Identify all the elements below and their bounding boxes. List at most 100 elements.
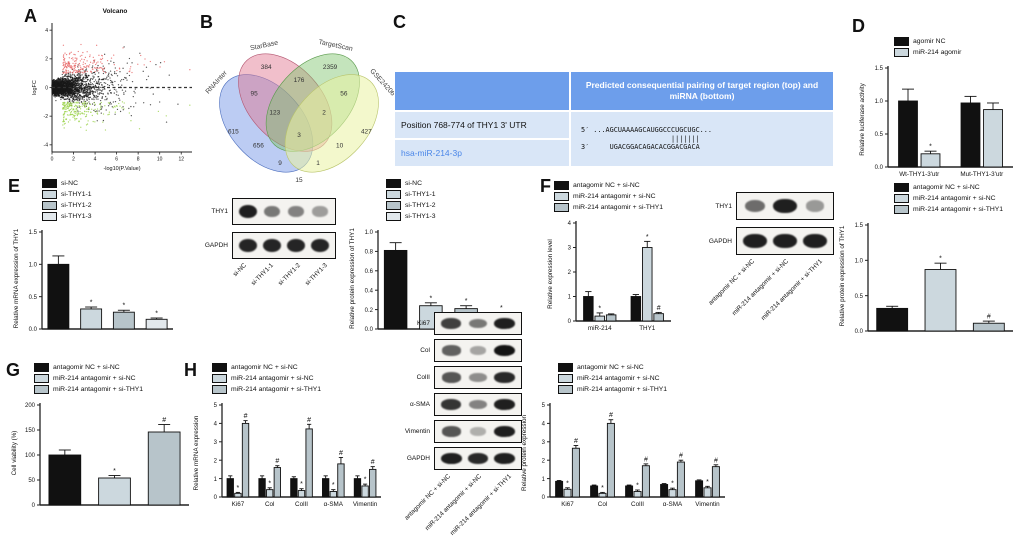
y-axis-label: Relative protein expression of THY1	[349, 228, 356, 329]
y-tick-label: 1	[568, 295, 572, 301]
blot-row-label: GAPDH	[204, 242, 228, 249]
legend-swatch	[34, 384, 49, 394]
x-tick-label: 12	[178, 157, 184, 163]
legend-item: miR-214 antagomir + si-THY1	[894, 204, 1018, 214]
y-tick-label: 200	[25, 403, 36, 409]
blot-lane-labels: si-NC si-THY1-1 si-THY1-2 si-THY1-3	[186, 259, 336, 331]
legend-swatch	[558, 362, 573, 372]
x-tick-label: 4	[94, 157, 97, 163]
legend-item: antagomir NC + si-NC	[558, 362, 730, 372]
legend-item: si-THY1-2	[386, 200, 524, 210]
y-tick-label: 0.5	[29, 295, 38, 301]
blot-strip	[434, 420, 522, 443]
scatter-points	[51, 43, 191, 131]
bar	[266, 489, 274, 498]
bar	[258, 478, 266, 498]
blot-strip	[434, 312, 522, 335]
y-tick-label: 1	[214, 477, 218, 483]
y-tick-label: 150	[25, 428, 36, 434]
blot-band	[467, 452, 489, 465]
legend-item: miR-214 antagomir + si-THY1	[554, 202, 676, 212]
blot-row: GAPDH	[186, 232, 336, 259]
bar	[668, 489, 677, 498]
blot-band	[469, 346, 487, 355]
h-mrna-bar-chart: 0 1 2 3 4 5 Relative mRNA expression * # * # * # * # * #…	[193, 403, 381, 508]
legend-label: miR-214 antagomir + si-THY1	[573, 203, 664, 211]
legend-label: miR-214 antagomir + si-NC	[231, 374, 314, 382]
legend-label: antagomir NC + si-NC	[577, 363, 644, 371]
y-tick-label: 50	[28, 478, 35, 484]
blot-band	[441, 372, 461, 383]
blot-band	[262, 238, 282, 253]
blot-band	[743, 233, 767, 249]
blot-lane	[438, 341, 465, 360]
y-tick-label: 1.5	[875, 66, 884, 72]
legend-swatch	[894, 193, 909, 203]
bar	[241, 422, 250, 498]
viability-legend: antagomir NC + si-NC miR-214 antagomir + …	[34, 362, 194, 394]
blot-lane	[800, 194, 830, 218]
venn-count: 176	[294, 77, 305, 84]
panel-b-label: B	[200, 12, 213, 32]
legend-label: antagomir NC + si-NC	[231, 363, 298, 371]
significance-mark: *	[268, 480, 271, 487]
y-tick-label: 100	[25, 453, 36, 459]
venn-count: 3	[297, 132, 301, 139]
panel-d-label: D	[852, 16, 865, 36]
blot-row: α-SMA	[390, 393, 522, 416]
x-category-label: Vimentin	[695, 501, 720, 508]
y-tick-label: 1.5	[855, 223, 864, 229]
blot-lane	[438, 395, 465, 414]
x-category-label: α-SMA	[663, 501, 683, 508]
legend-swatch	[558, 384, 573, 394]
y-tick-label: 4	[45, 28, 48, 34]
legend-label: miR-214 antagomir + si-THY1	[231, 385, 322, 393]
blot-band	[441, 318, 462, 329]
blot-row: THY1	[688, 192, 834, 220]
y-tick-label: 0.0	[29, 327, 38, 333]
blot-band	[494, 398, 516, 411]
legend-item: miR-214 antagomir + si-THY1	[212, 384, 386, 394]
blot-lane	[770, 229, 800, 253]
bar	[598, 492, 607, 498]
significance-mark: *	[500, 305, 503, 312]
h-protein-chart-panel: antagomir NC + si-NC miR-214 antagomir + …	[518, 362, 730, 512]
f-expression-chart-panel: antagomir NC + si-NC miR-214 antagomir + …	[544, 180, 676, 336]
y-tick-label: 2	[214, 458, 218, 464]
volcano-plot-panel: Volcano 0 2 4 6 8 10 12 -4 -2 0 2 4 -log10(P.Value) l…	[30, 8, 200, 172]
blot-row: GAPDH	[688, 227, 834, 255]
blot-lane	[236, 200, 260, 223]
f-expression-legend: antagomir NC + si-NC miR-214 antagomir + …	[554, 180, 676, 212]
blot-strip	[232, 198, 336, 225]
blot-band	[263, 205, 281, 218]
blot-row: Vimentin	[390, 420, 522, 443]
legend-label: si-THY1-3	[61, 212, 92, 220]
blot-band	[441, 426, 461, 437]
y-tick-label: 1.0	[29, 263, 38, 269]
western-blot-f: THY1 GAPDH antagomir NC + si-NC miR-214 ant…	[688, 192, 834, 355]
table-sequence-cell: 5′ ...AGCUAAAAGCAUGGCCCUGCUGC... |||||||…	[571, 112, 833, 166]
blot-lane	[438, 368, 465, 387]
bar	[642, 247, 653, 322]
luciferase-chart-panel: agomir NC miR-214 agomir 0.0 0.5 1.0 1.5 Rela…	[856, 36, 1018, 182]
h-mrna-chart-panel: antagomir NC + si-NC miR-214 antagomir + …	[190, 362, 386, 512]
blot-band	[310, 238, 330, 253]
blot-band	[773, 233, 797, 249]
blot-band	[494, 344, 516, 357]
legend-item: si-NC	[42, 178, 178, 188]
x-category-label: ColII	[295, 501, 308, 508]
blot-band	[494, 452, 516, 465]
legend-swatch	[894, 204, 909, 214]
bar	[290, 478, 298, 498]
legend-item: antagomir NC + si-NC	[894, 182, 1018, 192]
bar	[305, 428, 313, 498]
x-category-label: Wt-THY1-3'utr	[899, 171, 939, 178]
venn-count: 15	[295, 177, 303, 184]
y-tick-label: 0.6	[365, 269, 374, 275]
blot-lane	[465, 422, 492, 441]
blot-lane	[491, 422, 518, 441]
legend-item: miR-214 antagomir + si-NC	[212, 373, 386, 383]
blot-lane	[308, 200, 332, 223]
western-blot-h: Ki67 Col ColII α-SMA Vimentin GAPDH antagomir …	[390, 312, 522, 550]
